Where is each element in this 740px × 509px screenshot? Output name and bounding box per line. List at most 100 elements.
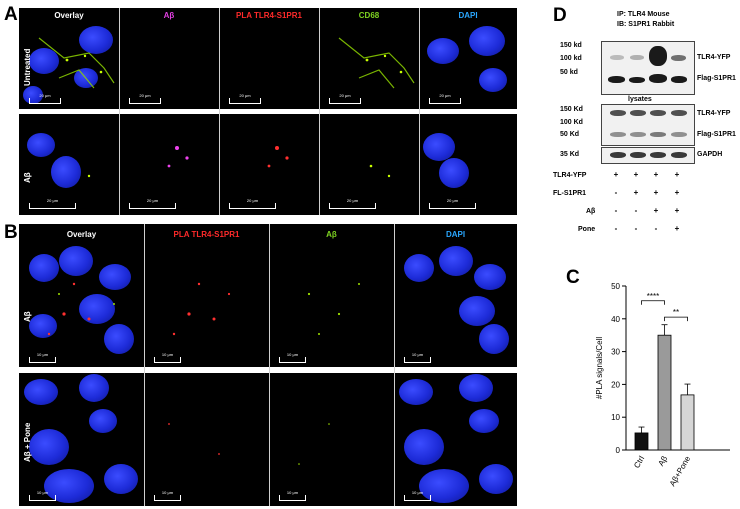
col-title-dapi: DAPI	[445, 230, 466, 239]
column-divider	[319, 8, 320, 215]
scale-bar: 20 μm	[129, 93, 161, 104]
band-label-flag-s1pr1: Flag-S1PR1	[697, 131, 736, 138]
col-title-overlay: Overlay	[66, 230, 97, 239]
row-divider	[19, 367, 517, 373]
ib-description: IB: S1PR1 Rabbit	[617, 21, 675, 28]
marker-label: 100 kd	[560, 55, 582, 62]
nucleus	[29, 429, 69, 465]
band	[630, 152, 646, 158]
column-divider	[219, 8, 220, 215]
band-label-tlr4-yfp: TLR4-YFP	[697, 110, 731, 117]
scale-label: 20 μm	[39, 93, 51, 98]
nucleus	[469, 409, 499, 433]
scale-bar: 10 μm	[154, 352, 181, 363]
lysates-label: lysates	[628, 96, 652, 103]
band	[650, 132, 666, 137]
x-tick-label: Ctrl	[632, 454, 646, 469]
condition-sign: +	[653, 170, 659, 179]
col-title-abeta: Aβ	[326, 230, 337, 239]
scale-bar: 20 μm	[29, 198, 76, 209]
nucleus	[479, 324, 509, 354]
nucleus	[469, 26, 505, 56]
column-divider	[419, 8, 420, 215]
scale-bar: 20 μm	[429, 93, 461, 104]
condition-sign: -	[634, 224, 638, 233]
nucleus	[99, 264, 131, 290]
condition-sign: -	[614, 206, 618, 215]
y-tick-label: 30	[611, 348, 620, 357]
scale-bar: 20 μm	[229, 198, 276, 209]
nucleus	[404, 254, 434, 282]
significance-bracket	[641, 300, 665, 305]
scale-bar: 20 μm	[429, 198, 476, 209]
y-tick-label: 40	[611, 315, 620, 324]
column-divider	[144, 224, 145, 506]
scale-bar: 10 μm	[279, 352, 306, 363]
scale-bar: 10 μm	[404, 490, 431, 501]
y-tick-label: 10	[611, 413, 620, 422]
band	[629, 77, 645, 83]
col-title-cd68: CD68	[358, 11, 380, 20]
row-divider	[19, 109, 517, 114]
condition-sign: +	[653, 206, 659, 215]
nucleus	[29, 254, 59, 282]
x-tick-label: Aβ	[656, 454, 669, 467]
ip-description: IP: TLR4 Mouse	[617, 11, 670, 18]
panel-label-d: D	[553, 5, 567, 26]
condition-sign: -	[654, 224, 658, 233]
band	[610, 152, 626, 158]
panel-label-c: C	[566, 267, 580, 288]
row-label-abeta: Aβ	[23, 311, 32, 322]
scale-bar: 10 μm	[29, 352, 56, 363]
nucleus	[79, 374, 109, 402]
marker-label: 150 kd	[560, 42, 582, 49]
nucleus	[423, 133, 455, 161]
nucleus	[439, 158, 469, 188]
scale-bar: 20 μm	[229, 93, 261, 104]
scale-bar: 20 μm	[329, 93, 361, 104]
marker-label: 50 Kd	[560, 131, 580, 138]
condition-label: FL-S1PR1	[553, 190, 587, 197]
nucleus	[459, 296, 495, 326]
condition-sign: +	[674, 206, 680, 215]
significance-label: **	[673, 308, 679, 317]
condition-sign: -	[614, 224, 618, 233]
band	[610, 132, 626, 137]
condition-sign: -	[614, 188, 618, 197]
nucleus	[104, 464, 138, 494]
band	[630, 55, 644, 60]
pla-abeta-signal	[47, 282, 360, 465]
y-axis-label: #PLA signals/Cell	[595, 337, 604, 399]
col-title-pla: PLA TLR4-S1PR1	[236, 11, 302, 20]
nucleus	[427, 38, 459, 64]
nucleus	[23, 86, 43, 104]
band	[649, 46, 667, 66]
condition-sign: +	[674, 188, 680, 197]
scale-bar: 20 μm	[29, 93, 61, 104]
band	[671, 55, 686, 61]
band	[610, 55, 624, 60]
nucleus	[59, 246, 93, 276]
band	[610, 110, 626, 116]
band	[630, 132, 646, 137]
band	[650, 152, 666, 158]
nucleus	[44, 469, 94, 503]
nucleus	[104, 324, 134, 354]
scale-bar: 10 μm	[279, 490, 306, 501]
ip-blot	[601, 41, 695, 95]
panel-a-micrographs: Overlay Aβ PLA TLR4-S1PR1 CD68 DAPI	[19, 8, 517, 215]
bar	[634, 432, 649, 451]
nucleus	[474, 264, 506, 290]
x-tick-label: Aβ+Pone	[668, 454, 693, 488]
condition-sign: +	[633, 188, 639, 197]
band	[671, 152, 687, 158]
condition-sign: +	[674, 224, 680, 233]
y-tick-label: 0	[616, 446, 621, 455]
row-label-abeta-pone: Aβ + Pone	[23, 422, 32, 462]
condition-sign: +	[653, 188, 659, 197]
marker-label: 50 kd	[560, 69, 578, 76]
nucleus	[29, 48, 59, 74]
band	[671, 132, 687, 137]
panel-label-b: B	[4, 222, 18, 243]
band	[608, 76, 625, 83]
